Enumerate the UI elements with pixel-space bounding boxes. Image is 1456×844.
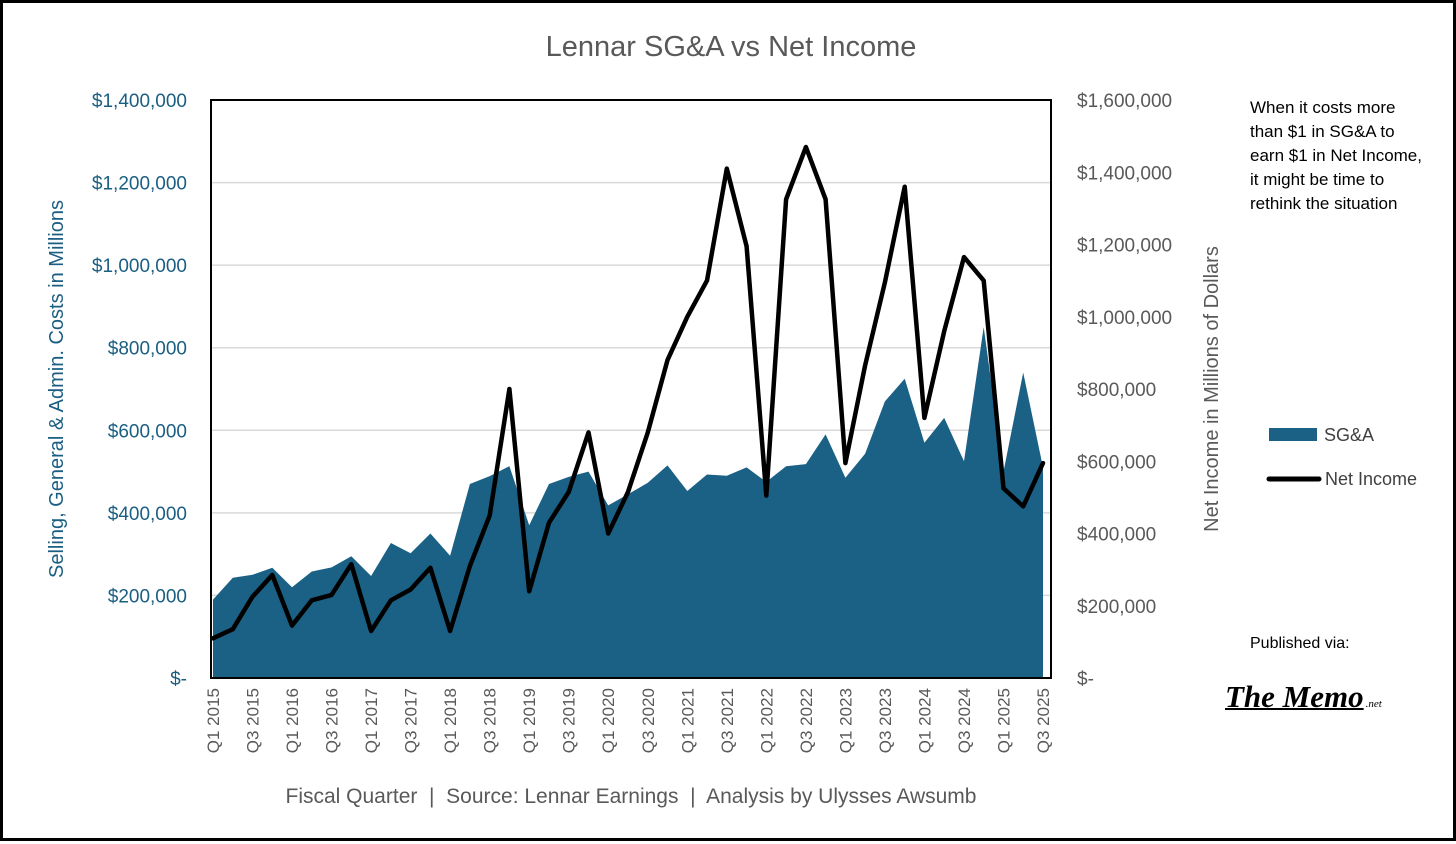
right-tick-label: $200,000 <box>1077 597 1156 618</box>
x-axis-label: Fiscal Quarter | Source: Lennar Earnings… <box>286 785 977 808</box>
annotation-text: When it costs more than $1 in SG&A to ea… <box>1250 98 1422 213</box>
x-tick-label: Q1 2021 <box>678 688 697 753</box>
left-tick-label: $200,000 <box>108 586 187 607</box>
right-axis-ticks: $- $200,000 $400,000 $600,000 $800,000 $1,000… <box>1077 91 1172 690</box>
x-tick-label: Q1 2020 <box>599 688 618 753</box>
x-tick-label: Q1 2025 <box>995 688 1014 753</box>
x-tick-label: Q3 2015 <box>244 688 263 753</box>
left-tick-label: $1,400,000 <box>92 91 187 112</box>
chart-title: Lennar SG&A vs Net Income <box>546 31 917 63</box>
right-axis-label: Net Income in Millions of Dollars <box>1201 246 1223 532</box>
left-tick-label: $800,000 <box>108 339 187 360</box>
right-tick-label: $400,000 <box>1077 525 1156 546</box>
chart-canvas: Lennar SG&A vs Net Income $- $200,000 $400… <box>46 31 1417 808</box>
left-tick-label: $600,000 <box>108 421 187 442</box>
x-tick-label: Q1 2024 <box>915 688 934 753</box>
x-tick-label: Q1 2018 <box>441 688 460 753</box>
net-income-line <box>210 144 1046 641</box>
sga-area <box>213 327 1043 678</box>
left-tick-label: $1,200,000 <box>92 174 187 195</box>
legend: SG&A Net Income <box>1266 425 1417 489</box>
x-tick-label: Q3 2022 <box>797 688 816 753</box>
right-tick-label: $800,000 <box>1077 380 1156 401</box>
left-axis-ticks: $- $200,000 $400,000 $600,000 $800,000 $1,000… <box>92 91 187 690</box>
x-tick-label: Q1 2022 <box>757 688 776 753</box>
x-tick-label: Q1 2023 <box>836 688 855 753</box>
sga-area-layer <box>213 327 1043 678</box>
x-tick-label: Q1 2015 <box>204 688 223 753</box>
x-tick-label: Q3 2018 <box>481 688 500 753</box>
right-tick-label: $- <box>1077 669 1094 690</box>
left-tick-label: $- <box>170 669 187 690</box>
legend-sga-label: SG&A <box>1324 425 1374 445</box>
right-tick-label: $1,600,000 <box>1077 91 1172 112</box>
right-tick-label: $600,000 <box>1077 452 1156 473</box>
published-via-label: Published via: <box>1250 635 1350 652</box>
left-tick-label: $1,000,000 <box>92 256 187 277</box>
net-income-line-layer <box>210 144 1046 641</box>
x-tick-label: Q3 2017 <box>402 688 421 753</box>
x-tick-label: Q3 2024 <box>955 688 974 753</box>
x-tick-label: Q3 2021 <box>718 688 737 753</box>
logo-main-text: The Memo <box>1225 679 1364 714</box>
right-tick-label: $1,400,000 <box>1077 163 1172 184</box>
legend-sga-swatch <box>1269 428 1317 441</box>
left-tick-label: $400,000 <box>108 504 187 525</box>
x-tick-label: Q3 2023 <box>876 688 895 753</box>
x-tick-label: Q3 2019 <box>560 688 579 753</box>
right-tick-label: $1,000,000 <box>1077 308 1172 329</box>
legend-net-income-label: Net Income <box>1325 469 1417 489</box>
x-tick-label: Q1 2019 <box>520 688 539 753</box>
logo-suffix-text: .net <box>1365 698 1382 710</box>
the-memo-logo: The Memo .net <box>1225 679 1382 715</box>
x-tick-label: Q3 2025 <box>1034 688 1053 753</box>
x-tick-label: Q1 2017 <box>362 688 381 753</box>
left-axis-label: Selling, General & Admin. Costs in Milli… <box>46 200 68 578</box>
x-tick-label: Q1 2016 <box>283 688 302 753</box>
x-tick-label: Q3 2016 <box>323 688 342 753</box>
x-axis-ticks: Q1 2015 Q3 2015 Q1 2016 Q3 2016 Q1 2017 Q3 20… <box>204 688 1053 753</box>
plot-area-border <box>210 99 1052 679</box>
x-tick-label: Q3 2020 <box>639 688 658 753</box>
right-tick-label: $1,200,000 <box>1077 236 1172 257</box>
